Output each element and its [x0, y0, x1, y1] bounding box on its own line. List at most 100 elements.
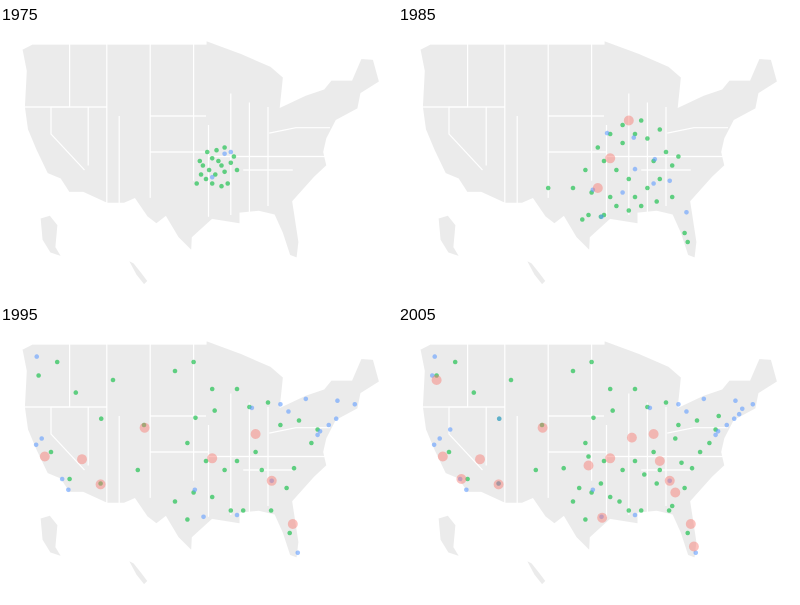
store-point — [222, 467, 227, 473]
store-point — [654, 199, 659, 204]
store-point — [278, 422, 283, 428]
store-point — [676, 154, 681, 159]
store-point — [576, 485, 582, 491]
store-point — [194, 181, 199, 186]
store-point — [54, 359, 60, 365]
store-point — [193, 415, 198, 421]
store-point — [33, 442, 39, 448]
store-point — [209, 174, 215, 180]
store-point — [269, 478, 275, 484]
store-point — [352, 402, 358, 407]
store-point — [209, 181, 215, 186]
store-point — [191, 359, 196, 365]
store-point — [667, 178, 673, 184]
store-point — [715, 429, 721, 434]
store-point — [207, 453, 218, 464]
store-point — [614, 203, 619, 209]
store-point — [632, 166, 638, 172]
store-point — [626, 508, 632, 513]
store-point — [586, 454, 591, 459]
store-point — [583, 460, 594, 471]
panel-title: 1995 — [2, 307, 38, 324]
store-point — [651, 449, 656, 455]
store-point — [200, 163, 206, 168]
store-point — [234, 167, 240, 173]
store-point — [654, 481, 659, 486]
store-point — [259, 467, 265, 473]
store-point — [437, 451, 448, 462]
store-point — [598, 481, 604, 486]
store-point — [673, 436, 678, 441]
store-point — [315, 432, 320, 438]
store-point — [663, 400, 669, 405]
store-point — [605, 153, 616, 164]
store-point — [597, 512, 608, 523]
store-point — [284, 485, 289, 491]
store-point — [667, 478, 673, 484]
store-point — [172, 368, 178, 374]
store-point — [694, 418, 700, 423]
store-point — [663, 149, 669, 155]
store-point — [604, 130, 610, 136]
store-point — [287, 530, 293, 536]
store-point — [583, 167, 588, 173]
store-point — [326, 422, 332, 428]
store-point — [201, 514, 206, 520]
store-point — [607, 494, 613, 500]
store-point — [645, 185, 650, 191]
store-point — [632, 512, 638, 518]
store-point — [638, 203, 644, 209]
store-point — [614, 167, 619, 173]
store-point — [632, 458, 638, 464]
store-point — [533, 467, 539, 473]
store-point — [620, 122, 625, 128]
store-point — [669, 194, 675, 200]
store-point — [632, 194, 638, 200]
store-point — [620, 467, 625, 473]
store-point — [685, 530, 690, 536]
store-point — [452, 359, 458, 365]
store-point — [631, 135, 637, 140]
store-point — [228, 160, 234, 166]
store-point — [570, 185, 576, 191]
store-point — [684, 210, 689, 215]
store-point — [684, 409, 689, 414]
store-point — [595, 145, 601, 150]
store-point — [216, 158, 221, 164]
store-point — [570, 368, 576, 374]
store-point — [605, 453, 616, 464]
store-point — [664, 475, 675, 486]
us-map — [21, 339, 381, 586]
store-point — [266, 475, 277, 486]
panel-title: 1975 — [2, 7, 38, 24]
store-point — [652, 156, 658, 162]
store-point — [647, 405, 653, 411]
store-point — [303, 396, 309, 402]
store-point — [204, 149, 210, 155]
store-point — [34, 354, 40, 359]
store-point — [139, 422, 150, 433]
store-point — [676, 422, 681, 428]
store-point — [185, 517, 190, 522]
store-point — [669, 163, 675, 168]
store-point — [209, 156, 215, 161]
store-point — [250, 429, 261, 439]
store-point — [464, 487, 469, 493]
store-point — [203, 458, 209, 464]
store-point — [335, 398, 340, 403]
store-point — [645, 136, 650, 141]
store-point — [429, 373, 435, 378]
store-point — [697, 449, 703, 455]
store-point — [583, 517, 588, 522]
map-panel — [419, 39, 779, 286]
store-point — [632, 131, 638, 137]
store-point — [676, 402, 681, 407]
store-point — [689, 465, 695, 471]
store-point — [457, 476, 463, 482]
store-point — [214, 147, 219, 153]
store-point — [642, 472, 647, 477]
store-point — [731, 416, 737, 421]
store-point — [456, 474, 467, 484]
store-point — [309, 440, 314, 446]
store-point — [657, 176, 663, 182]
